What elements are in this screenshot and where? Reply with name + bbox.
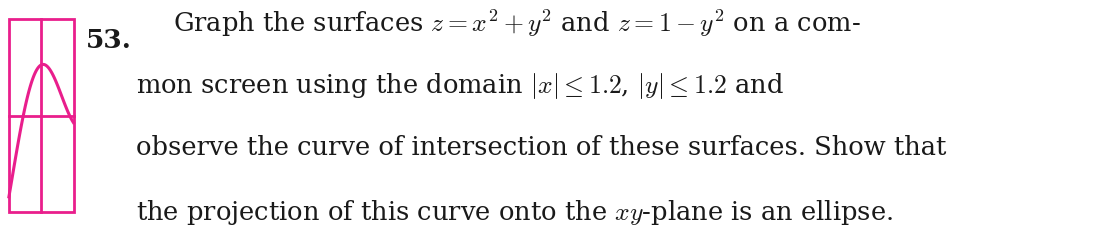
Text: mon screen using the domain $|x| \leq 1.2$, $|y| \leq 1.2$ and: mon screen using the domain $|x| \leq 1.… <box>136 71 784 101</box>
Text: the projection of this curve onto the $xy$-plane is an ellipse.: the projection of this curve onto the $x… <box>136 198 893 227</box>
Text: observe the curve of intersection of these surfaces. Show that: observe the curve of intersection of the… <box>136 135 946 160</box>
Text: 53.: 53. <box>86 28 131 53</box>
Bar <box>9 19 74 212</box>
Text: Graph the surfaces $z = x^2 + y^2$ and $z = 1 - y^2$ on a com-: Graph the surfaces $z = x^2 + y^2$ and $… <box>173 7 860 38</box>
